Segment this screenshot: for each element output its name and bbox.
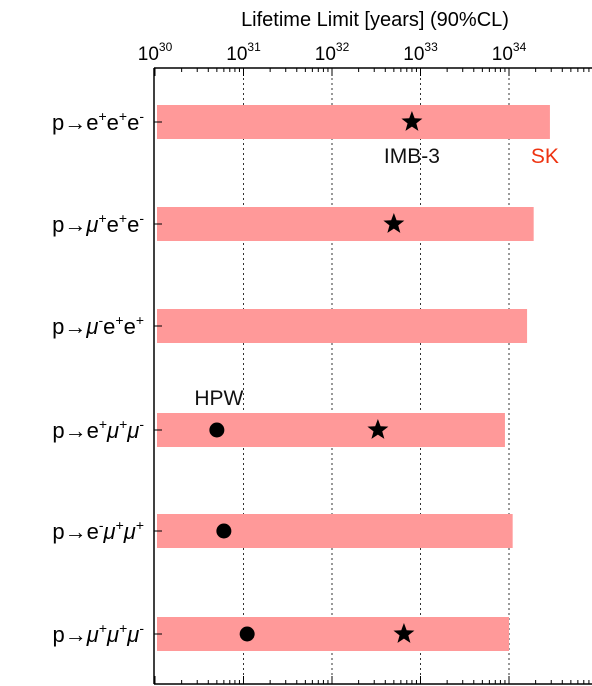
sk-bar-row-0 [157, 105, 550, 139]
x-tick-label-33: 1033 [403, 40, 438, 65]
row-label-5: p→μ+μ+μ- [53, 620, 145, 647]
imb3-star-icon [367, 419, 389, 439]
annotation-imb-3: IMB-3 [384, 145, 440, 168]
x-tick-label-31: 1031 [226, 40, 261, 65]
chart-title: Lifetime Limit [years] (90%CL) [241, 9, 509, 31]
annotation-sk: SK [531, 145, 559, 168]
hpw-dot-icon [239, 626, 255, 642]
imb3-star-icon [383, 213, 405, 233]
markers [209, 111, 423, 643]
annotation-hpw: HPW [194, 387, 243, 410]
row-label-4: p→e-μ+μ+ [52, 517, 144, 544]
x-tick-label-34: 1034 [492, 40, 527, 65]
sk-bar-row-4 [157, 514, 513, 548]
row-label-3: p→e+μ+μ- [52, 416, 144, 443]
hpw-dot-icon [216, 523, 232, 539]
row-labels: p→e+e+e-p→μ+e+e-p→μ-e+e+ p→e+μ+μ-p→e-μ+μ+… [52, 108, 144, 647]
row-label-0: p→e+e+e- [52, 108, 144, 135]
grid-lines [243, 68, 510, 684]
sk-bar-row-5 [157, 617, 509, 651]
imb3-star-icon [393, 623, 415, 643]
sk-bar-row-2 [157, 309, 528, 343]
sk-bar-row-1 [157, 207, 534, 241]
bars [157, 105, 550, 651]
row-label-1: p→μ+e+e- [52, 210, 144, 237]
x-tick-labels: 1030 1031 1032 1033 1034 [138, 40, 527, 65]
hpw-dot-icon [209, 422, 225, 438]
sk-bar-row-3 [157, 413, 505, 447]
x-tick-label-32: 1032 [315, 40, 350, 65]
imb3-star-icon [401, 111, 423, 131]
annotations: IMB-3 SK HPW [194, 145, 559, 410]
row-label-2: p→μ-e+e+ [52, 312, 144, 339]
axes [153, 67, 592, 685]
x-tick-label-30: 1030 [138, 40, 173, 65]
